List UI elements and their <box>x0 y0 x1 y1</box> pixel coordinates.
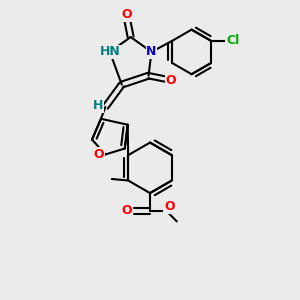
Text: Cl: Cl <box>226 34 239 47</box>
Text: O: O <box>94 148 104 161</box>
Text: O: O <box>122 204 132 218</box>
Text: O: O <box>166 74 176 87</box>
Text: N: N <box>146 45 157 58</box>
Text: HN: HN <box>100 45 120 58</box>
Text: H: H <box>93 99 103 112</box>
Text: O: O <box>121 8 131 21</box>
Text: O: O <box>164 200 175 213</box>
